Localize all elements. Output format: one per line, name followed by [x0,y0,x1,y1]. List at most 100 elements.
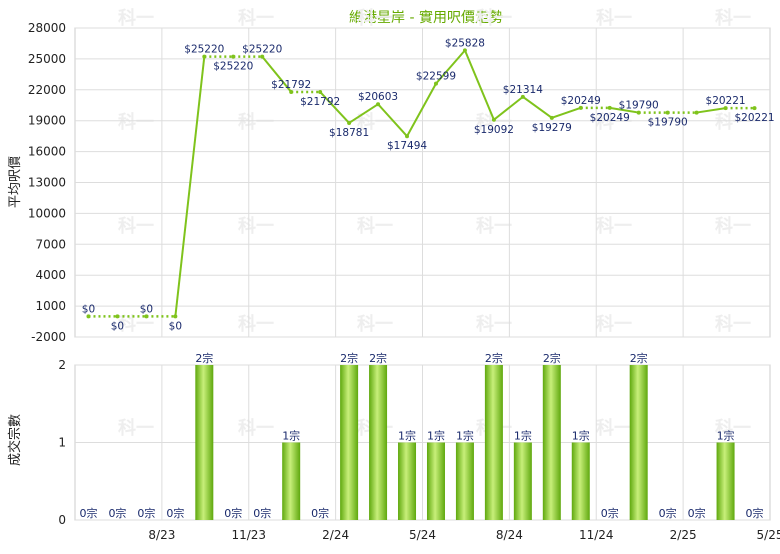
price-y-tick-label: 10000 [28,206,66,220]
volume-data-label: 2宗 [630,351,648,365]
volume-data-label: 0宗 [601,506,619,520]
price-data-label: $19092 [474,124,514,136]
watermark-text: 科一 [357,215,393,237]
volume-bar [340,365,359,520]
price-data-label: $20603 [358,91,398,103]
price-line-segment [551,106,582,119]
price-point [231,54,236,59]
watermark-text: 科一 [596,111,632,133]
volume-y-axis-label: 成交宗數 [7,414,23,466]
volume-data-label: 2宗 [195,351,213,365]
price-data-label: $25220 [242,44,282,56]
price-data-label: $21792 [271,79,311,91]
watermark-text: 科一 [357,313,393,335]
x-tick-label: 8/24 [496,528,523,542]
price-data-label: $0 [169,320,182,332]
price-y-tick-label: 28000 [28,21,66,35]
watermark-text: 科一 [596,215,632,237]
price-point [260,54,265,59]
price-point [376,102,381,107]
volume-y-tick-label: 2 [58,358,66,372]
price-y-tick-label: 4000 [35,268,66,282]
price-point [665,110,670,115]
watermark-text: 科一 [357,111,393,133]
price-point [578,105,583,110]
volume-bar [513,442,532,520]
volume-data-label: 2宗 [543,351,561,365]
price-line-segment [319,91,350,124]
price-point [752,106,757,111]
watermark-text: 科一 [476,111,512,133]
price-point [636,110,641,115]
price-line-segment [493,96,524,121]
price-data-label: $0 [140,303,153,315]
price-y-tick-label: 22000 [28,83,66,97]
price-data-label: $17494 [387,140,427,152]
price-line-segment [435,49,466,85]
watermark-text: 科一 [118,313,154,335]
x-tick-label: 2/25 [670,528,697,542]
watermark-text: 科一 [238,417,274,439]
x-tick-label: 5/25 [757,528,780,542]
price-point [347,120,352,125]
watermark-text: 科一 [238,215,274,237]
volume-y-tick-label: 0 [58,513,66,527]
volume-data-label: 1宗 [282,429,300,443]
price-point [289,89,294,94]
price-data-label: $20249 [561,95,601,107]
volume-chart: 0 1 2 成交宗數 0宗 0宗 0宗 0宗 2宗 0宗 0宗 1宗 0宗 2宗 2宗 1宗 1宗 1宗 2宗 1宗 2… [7,351,780,542]
volume-bar [455,442,474,520]
watermark-text: 科一 [238,111,274,133]
price-point [144,314,149,319]
price-line-segment [406,83,437,137]
price-y-tick-label: 7000 [35,237,66,251]
watermark-text: 科一 [118,111,154,133]
price-point [520,94,525,99]
volume-bar [398,442,417,520]
price-data-label: $21314 [503,84,543,96]
volume-data-label: 1宗 [427,429,445,443]
watermark-text: 科一 [476,313,512,335]
price-data-label: $20221 [734,112,774,124]
price-data-label: $25828 [445,37,485,49]
price-data-label: $0 [82,303,95,315]
volume-bar [542,365,561,520]
price-data-label: $19790 [648,117,688,129]
price-point [607,105,612,110]
price-y-tick-label: 25000 [28,52,66,66]
volume-data-label: 2宗 [369,351,387,365]
price-point [202,54,207,59]
x-tick-label: 8/23 [148,528,175,542]
volume-data-label: 0宗 [746,506,764,520]
watermark-text: 科一 [118,215,154,237]
volume-data-label: 0宗 [688,506,706,520]
volume-bar [629,365,648,520]
price-line-segment [261,55,292,93]
price-point [173,314,178,319]
watermark-text: 科一 [715,417,751,439]
price-data-label: $19279 [532,122,572,134]
price-y-tick-label: 16000 [28,145,66,159]
volume-data-label: 0宗 [253,506,271,520]
price-line-segment [609,106,639,114]
price-point [115,314,120,319]
volume-data-label: 0宗 [224,506,242,520]
watermark-text: 科一 [357,7,393,29]
price-data-label: $0 [111,320,124,332]
x-tick-label: 11/23 [231,528,266,542]
volume-bar [484,365,503,520]
price-y-tick-label: 1000 [35,299,66,313]
volume-y-tick-label: 1 [58,436,66,450]
watermark-text: 科一 [238,7,274,29]
x-tick-label: 5/24 [409,528,436,542]
watermark-text: 科一 [596,417,632,439]
volume-data-label: 2宗 [485,351,503,365]
price-data-label: $25220 [184,44,224,56]
price-line-segment [377,103,408,137]
price-line-segment [522,96,553,119]
watermark-text: 科一 [596,313,632,335]
watermark-text: 科一 [476,215,512,237]
price-point [433,81,438,86]
price-line-segment [174,56,206,317]
